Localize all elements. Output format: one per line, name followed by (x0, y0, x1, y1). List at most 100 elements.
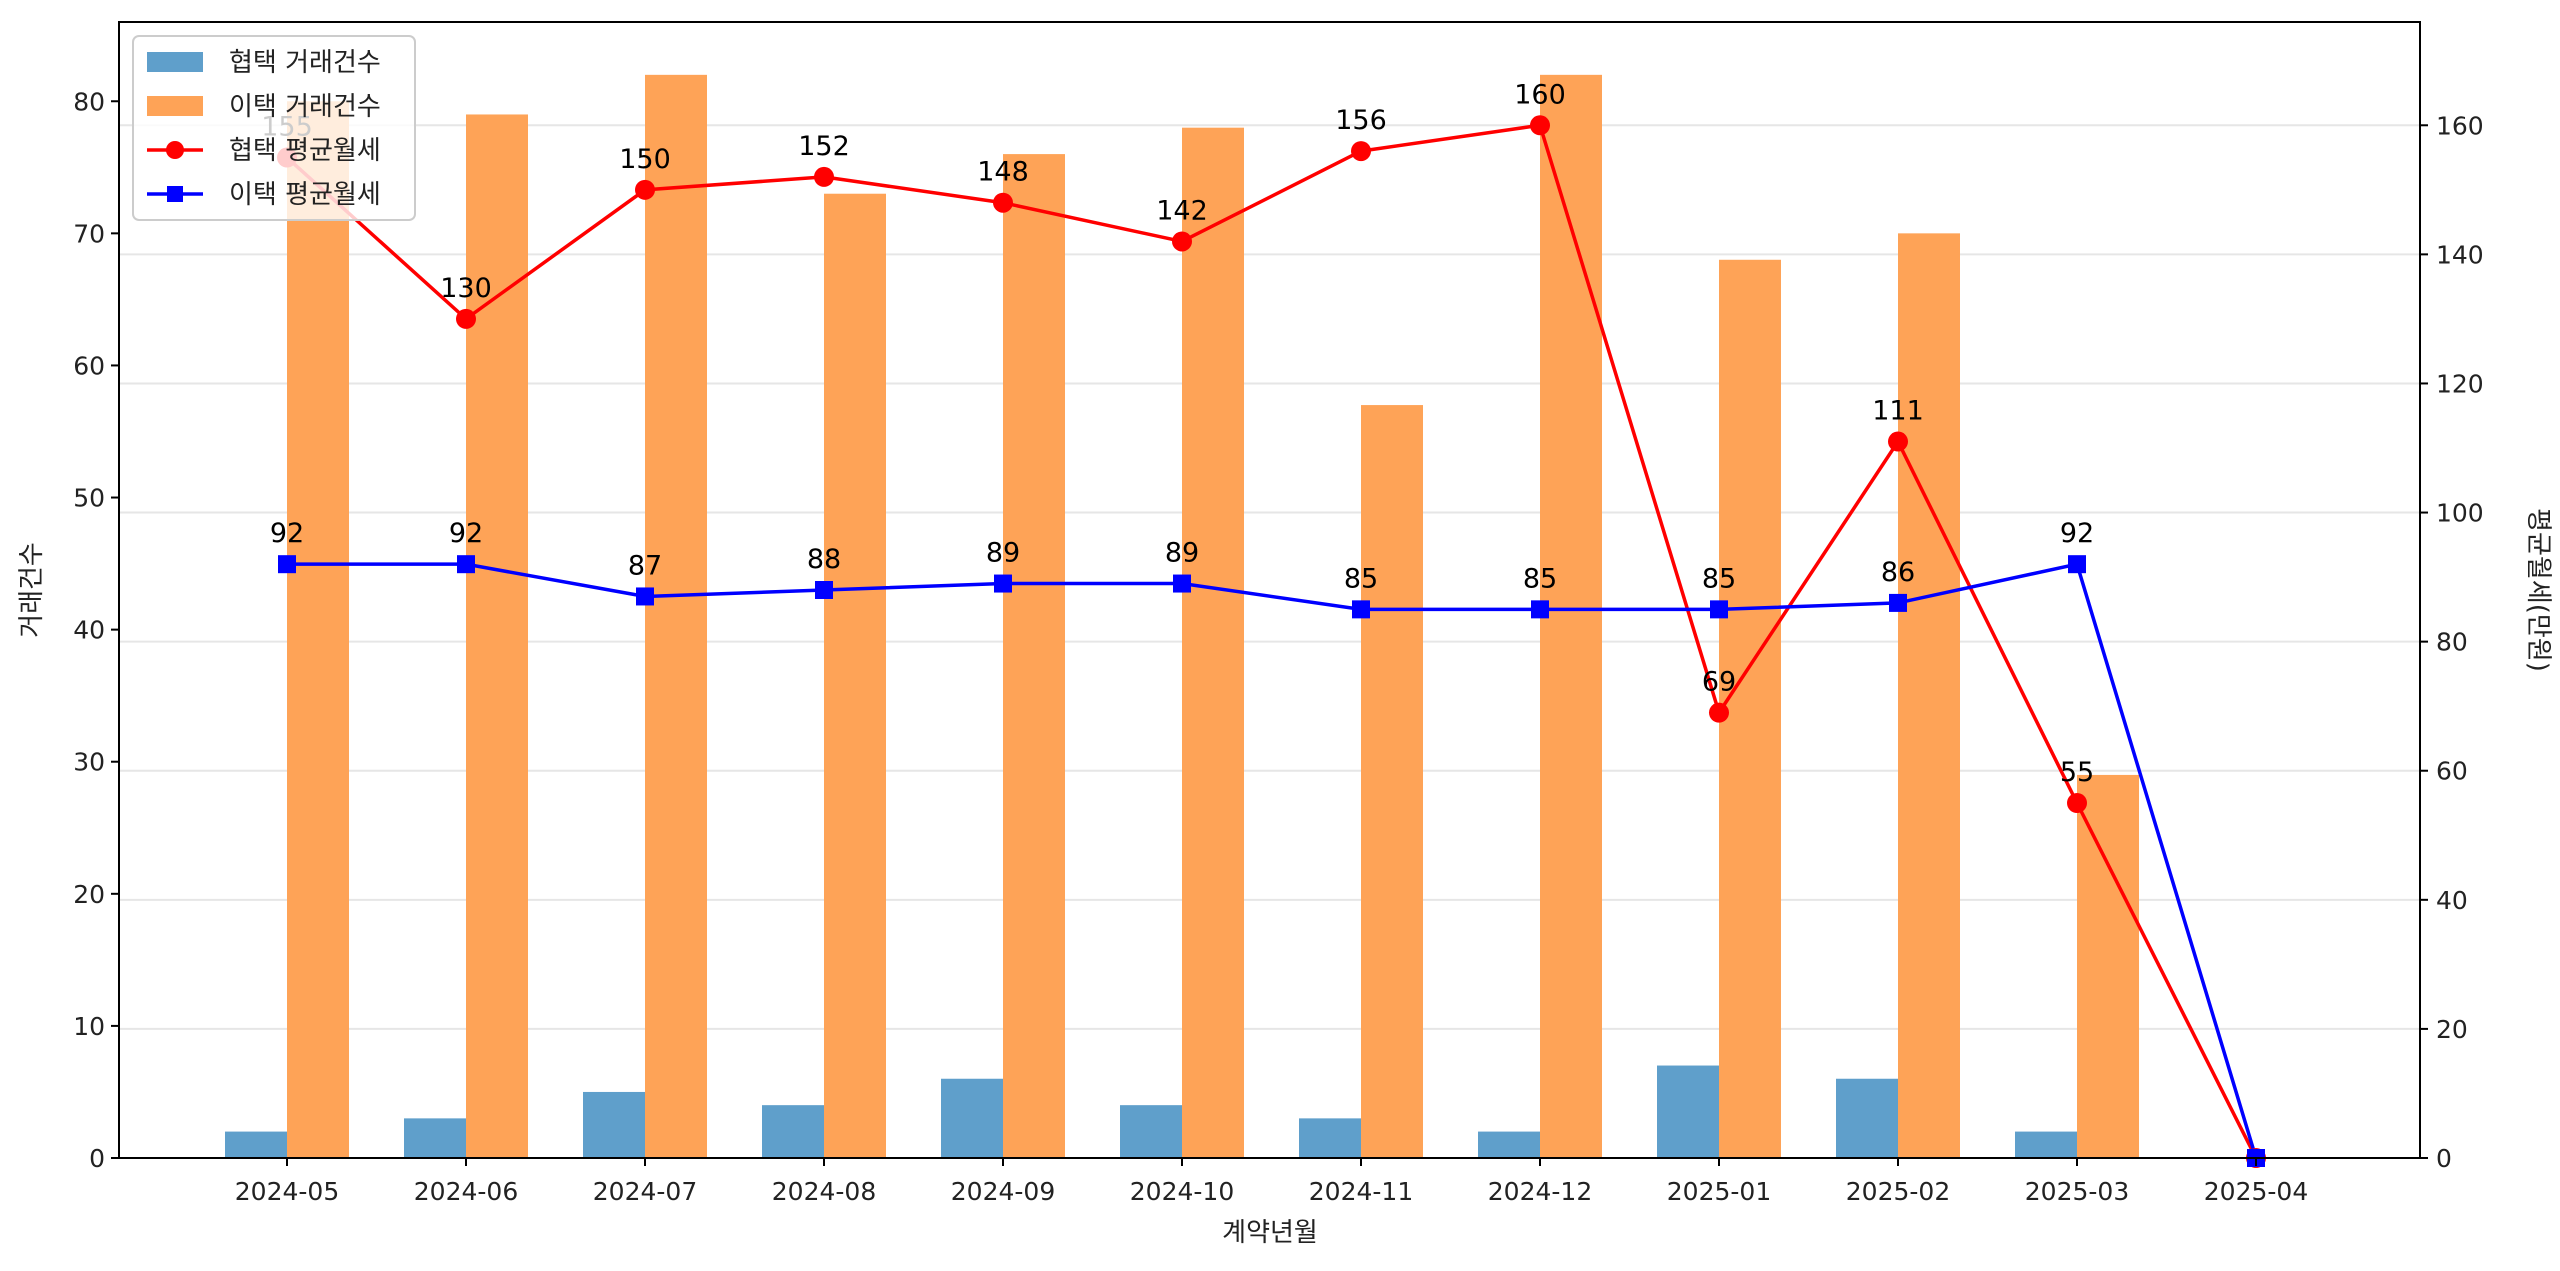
y2-tick-label: 40 (2436, 886, 2468, 915)
legend-label: 이택 평균월세 (229, 180, 381, 210)
bar (2015, 1131, 2077, 1158)
x-tick-label: 2024-10 (1130, 1177, 1234, 1206)
line-point (1889, 593, 1907, 612)
data-label: 88 (807, 544, 841, 575)
bar (225, 1131, 287, 1158)
bar (1898, 233, 1960, 1159)
x-tick-label: 2024-08 (772, 1177, 876, 1206)
axes-layer: 0 10 20 30 40 50 60 70 80 0 20 40 60 80 100 120 140 160 20… (73, 87, 2484, 1206)
y2-tick-label: 60 (2436, 757, 2468, 786)
bar (1657, 1065, 1719, 1158)
y2-tick-label: 80 (2436, 628, 2468, 657)
bar (583, 1091, 645, 1158)
lines-layer (285, 123, 2258, 1159)
y2-tick-label: 160 (2436, 111, 2484, 140)
legend-marker (167, 186, 183, 202)
y-tick-label: 40 (73, 616, 105, 645)
x-tick-label: 2025-01 (1667, 1177, 1771, 1206)
bar (824, 193, 886, 1158)
bar (1836, 1078, 1898, 1158)
series-line (287, 562, 2258, 1159)
x-tick-label: 2025-02 (1846, 1177, 1950, 1206)
line-point (1531, 600, 1549, 619)
bar (762, 1105, 824, 1158)
legend-swatch (147, 52, 203, 72)
plot-frame (118, 21, 2421, 1159)
bar (941, 1078, 1003, 1158)
data-label: 55 (2060, 757, 2094, 788)
y-tick-label: 50 (73, 484, 105, 513)
y2-tick-label: 100 (2436, 499, 2484, 528)
line-point (636, 587, 654, 606)
bar (404, 1118, 466, 1158)
x-tick-label: 2024-11 (1309, 1177, 1413, 1206)
line-point (814, 166, 834, 187)
bar (1719, 259, 1781, 1158)
line-point (2068, 555, 2086, 574)
line-point (1173, 574, 1191, 593)
y2-tick-label: 120 (2436, 369, 2484, 398)
line-point (1352, 600, 1370, 619)
x-tick-label: 2024-12 (1488, 1177, 1592, 1206)
line-point (1710, 600, 1728, 619)
data-label: 87 (628, 550, 662, 581)
bar (645, 74, 707, 1159)
y-tick-label: 60 (73, 351, 105, 380)
x-tick-label: 2025-03 (2025, 1177, 2129, 1206)
data-label: 85 (1523, 563, 1557, 594)
y2-tick-label: 140 (2436, 240, 2484, 269)
data-label: 111 (1872, 396, 1924, 427)
bars-layer (225, 74, 2139, 1159)
x-tick-label: 2024-07 (593, 1177, 697, 1206)
line-point (457, 555, 475, 574)
y-tick-label: 30 (73, 748, 105, 777)
bar (1361, 405, 1423, 1158)
y-axis-title: 거래건수 (17, 542, 47, 638)
x-tick-label: 2024-09 (951, 1177, 1055, 1206)
bar (1299, 1118, 1361, 1158)
data-label: 130 (440, 273, 492, 304)
data-label: 89 (1165, 538, 1199, 569)
data-label: 152 (798, 131, 850, 162)
y2-tick-label: 0 (2436, 1144, 2452, 1173)
legend-label: 이택 거래건수 (229, 92, 381, 122)
line-point (2067, 793, 2087, 813)
line-point (1351, 141, 1371, 162)
line-point (1888, 431, 1908, 452)
data-label: 150 (619, 144, 671, 175)
legend-label: 협택 거래건수 (229, 48, 381, 78)
x-tick-label: 2024-05 (235, 1177, 339, 1206)
data-label: 92 (2060, 518, 2094, 549)
y2-tick-label: 20 (2436, 1015, 2468, 1044)
data-label: 69 (1702, 667, 1736, 698)
data-label: 86 (1881, 557, 1915, 588)
x-tick-label: 2024-06 (414, 1177, 518, 1206)
data-label: 85 (1702, 563, 1736, 594)
legend-swatch (147, 96, 203, 116)
y-tick-label: 80 (73, 87, 105, 116)
data-label: 142 (1156, 195, 1208, 226)
bar (466, 114, 528, 1159)
markers-layer (277, 115, 2266, 1168)
x-tick-label: 2025-04 (2204, 1177, 2308, 1206)
bar (1182, 127, 1244, 1158)
line-point (994, 574, 1012, 593)
x-axis-title: 계약년월 (1222, 1218, 1318, 1248)
line-point (993, 192, 1013, 213)
bar (287, 101, 349, 1158)
series-line (285, 123, 2258, 1159)
data-label: 148 (977, 157, 1029, 188)
data-label: 85 (1344, 563, 1378, 594)
data-label: 156 (1335, 105, 1387, 136)
line-point (635, 179, 655, 200)
bar (1003, 154, 1065, 1158)
data-label: 160 (1514, 79, 1566, 110)
y-tick-label: 10 (73, 1012, 105, 1041)
bar (1478, 1131, 1540, 1158)
data-label: 92 (270, 518, 304, 549)
bar (2077, 774, 2139, 1158)
legend-box (132, 35, 416, 221)
y-tick-label: 0 (89, 1144, 105, 1173)
